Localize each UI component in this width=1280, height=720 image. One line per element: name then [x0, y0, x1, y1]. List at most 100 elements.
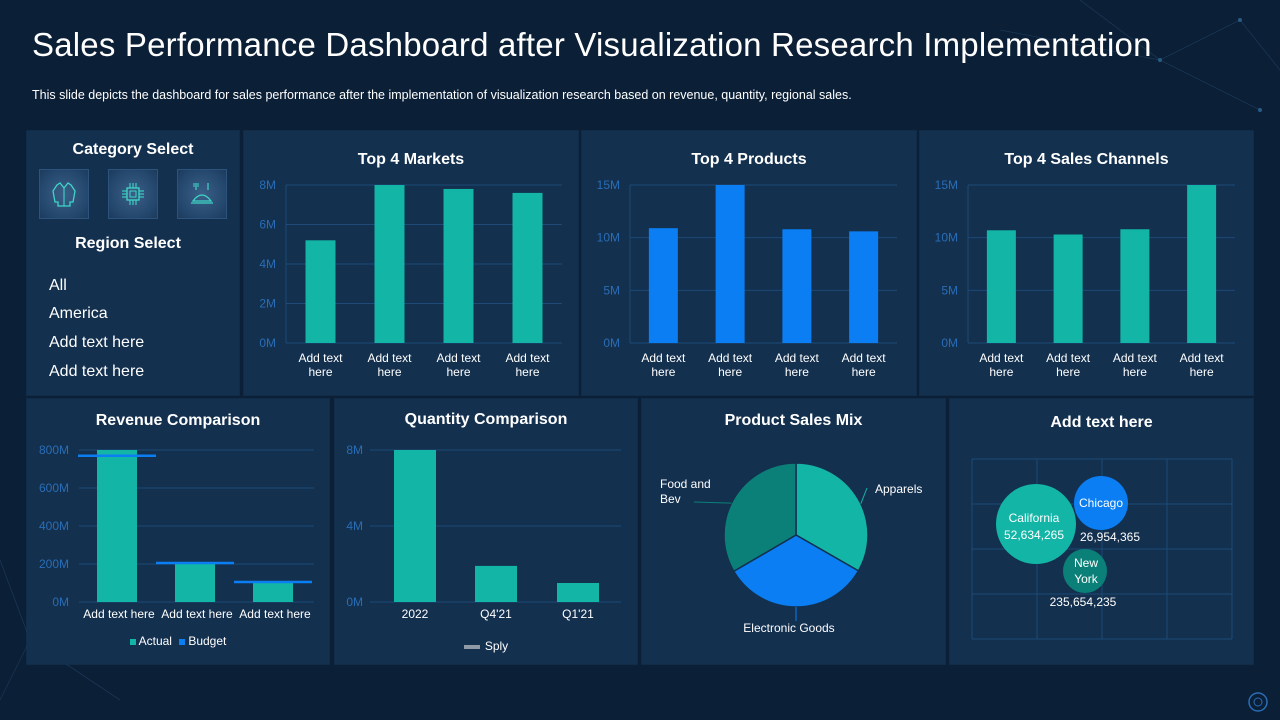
bar-actual: [175, 564, 215, 602]
y-tick-label: 5M: [941, 283, 958, 297]
y-tick-label: 600M: [39, 481, 69, 495]
bar: [849, 231, 879, 343]
revenue-title: Revenue Comparison: [95, 412, 261, 429]
x-tick-label: here: [515, 365, 539, 379]
x-tick-label: here: [1123, 365, 1147, 379]
revenue-panel: Revenue Comparison 0M 200M 400M 600M 800M Add…: [27, 399, 329, 664]
x-tick-label: Add text: [1046, 351, 1091, 365]
quantity-chart: 0M 4M 8M 2022 Q4'21 Q1'21: [346, 443, 621, 621]
x-tick-label: Add text: [979, 351, 1024, 365]
bar: [1120, 229, 1150, 343]
top-products-panel: Top 4 Products 0M 5M 10M 15M Add text here Add…: [582, 131, 916, 395]
bubble-california: [996, 484, 1076, 564]
region-item-4[interactable]: Add text here: [49, 363, 145, 380]
regional-panel: Add text here California 52,634,265 Chicag…: [950, 399, 1253, 664]
pie-label-food: Food and: [660, 477, 711, 491]
bubble-chicago: [1074, 476, 1128, 530]
filter-panel: Category Select Region Select: [27, 131, 239, 395]
product-mix-panel: Product Sales Mix Apparels Electronic Goo…: [642, 399, 945, 664]
x-tick-label: here: [377, 365, 401, 379]
pie-label-electronic: Electronic Goods: [743, 621, 834, 635]
y-tick-label: 200M: [39, 557, 69, 571]
bar: [475, 565, 517, 602]
jacket-icon[interactable]: [39, 169, 89, 219]
x-tick-label: here: [1190, 365, 1214, 379]
region-item-all[interactable]: All: [49, 277, 67, 294]
y-tick-label: 8M: [259, 178, 276, 192]
pie-slice: [732, 534, 860, 608]
region-item-america[interactable]: America: [49, 305, 108, 322]
y-tick-label: 0M: [346, 595, 363, 609]
bar: [512, 192, 543, 343]
bar: [443, 188, 474, 343]
y-tick-label: 0M: [603, 336, 620, 350]
y-tick-label: 800M: [39, 443, 69, 457]
top-channels-panel: Top 4 Sales Channels 0M 5M 10M 15M Add text h…: [920, 131, 1253, 395]
y-tick-label: 4M: [346, 519, 363, 533]
bar: [1187, 185, 1217, 343]
bubble-value: 52,634,265: [1004, 528, 1064, 542]
y-tick-label: 8M: [346, 443, 363, 457]
quantity-panel: Quantity Comparison 0M 4M 8M 2022 Q4'21 Q1'21…: [335, 399, 637, 664]
x-tick-label: here: [308, 365, 332, 379]
bubble-label: New: [1074, 556, 1098, 570]
y-tick-label: 4M: [259, 257, 276, 271]
legend-sply: Sply: [484, 639, 509, 653]
region-select-title: Region Select: [75, 235, 181, 252]
bubble-value: 235,654,235: [1050, 595, 1117, 609]
legend-actual: Actual: [138, 634, 172, 648]
quantity-legend: Sply: [335, 639, 637, 653]
x-tick-label: Add text: [842, 351, 887, 365]
x-tick-label: Add text: [775, 351, 820, 365]
y-tick-label: 15M: [597, 178, 620, 192]
x-tick-label: here: [785, 365, 809, 379]
top-products-title: Top 4 Products: [691, 151, 807, 168]
top-markets-panel: Top 4 Markets 0M 2M 4M 6M 8M Add text here Add …: [244, 131, 578, 395]
x-tick-label: here: [651, 365, 675, 379]
x-tick-label: 2022: [402, 607, 429, 621]
pie-slice: [723, 462, 797, 573]
top-channels-title: Top 4 Sales Channels: [1004, 151, 1169, 168]
x-tick-label: Add text here: [161, 607, 233, 621]
x-tick-label: Add text: [1180, 351, 1225, 365]
product-mix-title: Product Sales Mix: [724, 412, 863, 429]
y-tick-label: 6M: [259, 218, 276, 232]
top-markets-title: Top 4 Markets: [357, 151, 465, 168]
bubble-label: York: [1074, 572, 1099, 586]
x-tick-label: Add text: [505, 351, 550, 365]
bar-actual: [97, 450, 137, 602]
x-tick-label: here: [718, 365, 742, 379]
bar: [782, 229, 812, 343]
x-tick-label: here: [852, 365, 876, 379]
chip-icon[interactable]: [108, 169, 158, 219]
region-item-3[interactable]: Add text here: [49, 334, 145, 351]
bar: [557, 583, 599, 602]
bar: [986, 230, 1016, 343]
revenue-legend: Actual Budget: [27, 634, 329, 648]
pie-label-food: Bev: [660, 492, 681, 506]
regional-title: Add text here: [1050, 414, 1153, 431]
bar: [648, 228, 678, 343]
x-tick-label: here: [446, 365, 470, 379]
regional-chart: California 52,634,265 Chicago 26,954,365 New…: [971, 458, 1233, 640]
leader-line: [693, 501, 732, 504]
x-tick-label: Add text: [641, 351, 686, 365]
y-tick-label: 400M: [39, 519, 69, 533]
dining-icon[interactable]: [177, 169, 227, 219]
x-tick-label: Add text: [708, 351, 753, 365]
bar: [374, 185, 405, 343]
bubble-new-york: [1063, 549, 1107, 593]
bar: [1053, 234, 1083, 343]
x-tick-label: Add text: [298, 351, 343, 365]
bubble-label: Chicago: [1079, 496, 1123, 510]
bar-actual: [253, 583, 293, 602]
y-tick-label: 15M: [935, 178, 958, 192]
category-select-title: Category Select: [72, 141, 194, 158]
legend-budget: Budget: [188, 634, 227, 648]
pie-slice: [795, 462, 869, 572]
x-tick-label: here: [989, 365, 1013, 379]
leader-line: [860, 487, 868, 504]
page-subtitle: This slide depicts the dashboard for sal…: [32, 88, 852, 102]
